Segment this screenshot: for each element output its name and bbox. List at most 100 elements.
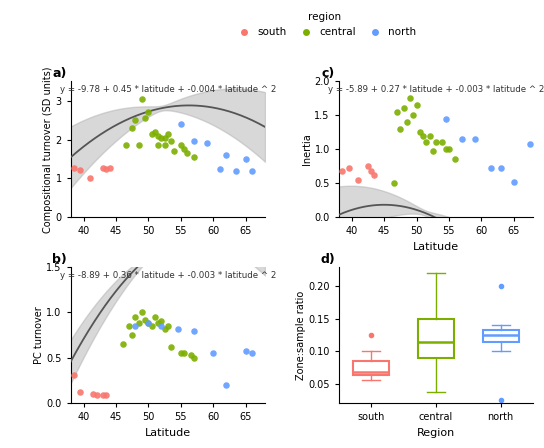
Point xyxy=(396,125,405,133)
Point xyxy=(215,165,224,172)
Point xyxy=(160,325,169,332)
Point xyxy=(431,139,440,146)
Point xyxy=(248,349,256,357)
Point xyxy=(344,165,353,172)
Y-axis label: PC turnover: PC turnover xyxy=(34,306,44,364)
Point xyxy=(167,138,176,145)
Point xyxy=(390,180,398,187)
Point xyxy=(487,165,496,172)
Point xyxy=(370,172,379,179)
Point xyxy=(89,391,98,398)
Point xyxy=(189,354,198,362)
Point xyxy=(441,146,450,153)
Point xyxy=(403,118,411,125)
Point xyxy=(164,323,172,330)
Point xyxy=(176,121,185,128)
Y-axis label: Zone:sample ratio: Zone:sample ratio xyxy=(295,290,306,380)
Point xyxy=(125,323,133,330)
Point xyxy=(131,116,140,124)
Point xyxy=(451,156,460,163)
Text: d): d) xyxy=(320,253,335,266)
Point xyxy=(167,343,176,350)
Point xyxy=(416,129,424,136)
Point xyxy=(189,154,198,161)
Point xyxy=(441,115,450,122)
Point xyxy=(248,167,256,174)
Point xyxy=(406,95,415,102)
Point xyxy=(141,115,150,122)
Text: c): c) xyxy=(322,67,335,80)
Point xyxy=(99,164,108,171)
Point xyxy=(419,132,428,139)
Point xyxy=(180,146,188,153)
Point xyxy=(241,155,250,163)
Point xyxy=(526,141,534,148)
Point xyxy=(241,347,250,354)
Point xyxy=(160,142,169,149)
Point xyxy=(144,109,153,116)
Point xyxy=(444,146,453,153)
Point xyxy=(189,138,198,145)
Point xyxy=(134,142,143,149)
Point xyxy=(131,323,140,330)
Text: y = -5.89 + 0.27 * latitude + -0.003 * latitude ^ 2: y = -5.89 + 0.27 * latitude + -0.003 * l… xyxy=(328,85,544,94)
Point xyxy=(121,142,130,149)
Point xyxy=(99,392,108,399)
Y-axis label: Compositional turnover (SD units): Compositional turnover (SD units) xyxy=(42,66,53,233)
X-axis label: Latitude: Latitude xyxy=(413,242,459,252)
Point xyxy=(189,327,198,334)
Point xyxy=(232,167,240,174)
Point xyxy=(138,309,146,316)
Point xyxy=(157,134,166,141)
Point xyxy=(170,147,178,155)
Text: a): a) xyxy=(52,67,67,80)
Point xyxy=(222,151,231,159)
Text: y = -8.89 + 0.36 * latitude + -0.003 * latitude ^ 2: y = -8.89 + 0.36 * latitude + -0.003 * l… xyxy=(60,271,276,280)
Point xyxy=(144,320,153,327)
Point xyxy=(209,349,218,357)
Point xyxy=(157,318,166,325)
Point xyxy=(438,139,447,146)
PathPatch shape xyxy=(483,330,518,341)
Point xyxy=(425,132,434,139)
Point xyxy=(134,320,143,327)
Point xyxy=(183,150,191,157)
Point xyxy=(354,177,363,184)
Point xyxy=(102,165,110,172)
X-axis label: Region: Region xyxy=(417,428,455,438)
Point xyxy=(154,320,163,327)
Point xyxy=(509,178,518,185)
Point xyxy=(86,175,95,182)
Point xyxy=(147,323,156,330)
Point xyxy=(147,130,156,137)
Point xyxy=(164,130,172,137)
Point xyxy=(151,313,159,320)
Point xyxy=(222,381,231,388)
Y-axis label: Inertia: Inertia xyxy=(302,134,312,165)
X-axis label: Latitude: Latitude xyxy=(145,428,191,438)
Point xyxy=(157,323,166,330)
Point xyxy=(154,132,163,139)
Point xyxy=(367,168,375,175)
Point xyxy=(412,101,421,108)
Point xyxy=(154,142,163,149)
Point xyxy=(118,340,127,348)
Point xyxy=(496,165,505,172)
Legend: south, central, north: south, central, north xyxy=(230,8,421,42)
Point xyxy=(186,352,195,359)
Point xyxy=(176,142,185,149)
PathPatch shape xyxy=(418,319,454,358)
Point xyxy=(76,389,85,396)
Point xyxy=(180,349,188,357)
Point xyxy=(151,128,159,135)
Point xyxy=(363,163,372,170)
Point xyxy=(399,105,408,112)
Text: b): b) xyxy=(52,253,67,266)
Point xyxy=(393,108,401,116)
Point xyxy=(105,164,114,171)
Point xyxy=(471,135,479,142)
Point xyxy=(128,332,137,339)
Point xyxy=(160,134,169,141)
Point xyxy=(128,124,137,131)
Point xyxy=(338,168,347,175)
